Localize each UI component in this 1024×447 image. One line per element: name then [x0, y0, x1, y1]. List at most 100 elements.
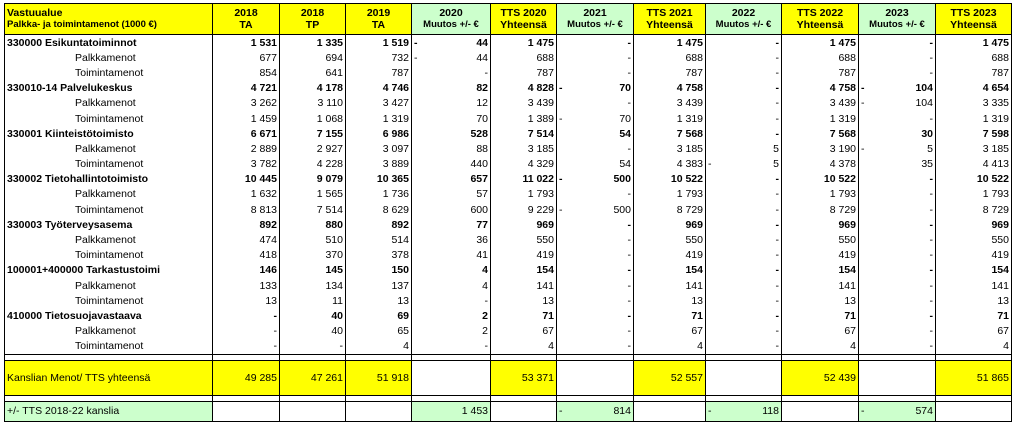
signed-value: - 104	[861, 81, 933, 95]
row-value: -	[858, 308, 936, 324]
row-value: -	[705, 171, 782, 187]
table-row: Toimintamenot 8 813 7 514 8 629 600 9 229-500…	[4, 202, 1012, 218]
row-value: 418	[212, 247, 280, 263]
row-value: -	[705, 262, 782, 278]
table-row: Palkkamenot 133 134 137 4 141-141-141-141	[4, 278, 1012, 294]
spacer-cell	[935, 354, 1012, 361]
row-value: 1 068	[279, 110, 346, 127]
row-value: 71	[935, 308, 1012, 324]
difference-value: - 814	[556, 400, 634, 422]
row-value: -	[705, 80, 782, 96]
value: 118	[762, 405, 779, 418]
total-value	[705, 359, 782, 396]
table-row: Toimintamenot 1 459 1 068 1 319 70 1 389-70 1 …	[4, 110, 1012, 127]
group-row: 330002 Tietohallintotoimisto 10 445 9 079 1…	[4, 171, 1012, 187]
row-value: 41	[411, 247, 491, 263]
row-value: 969	[490, 217, 557, 233]
row-value: 1 389	[490, 110, 557, 127]
difference-value	[935, 400, 1012, 422]
row-value: -	[705, 338, 782, 355]
value: 104	[915, 82, 933, 95]
row-value: 71	[633, 308, 706, 324]
row-value: 880	[279, 217, 346, 233]
header-label-cell: Vastuualue Palkka- ja toimintamenot (100…	[4, 3, 213, 35]
row-value: -	[705, 247, 782, 263]
col-header-8: TTS 2022 Yhteensä	[781, 3, 859, 35]
row-value: 77	[411, 217, 491, 233]
row-value: 4 654	[935, 80, 1012, 96]
col-header-9: 2023 Muutos +/- €	[858, 3, 936, 35]
value: 70	[619, 82, 631, 95]
row-value: 133	[212, 278, 280, 294]
row-value: 787	[490, 65, 557, 81]
col-header-5-line2: Muutos +/- €	[567, 19, 623, 30]
row-value: 6 986	[345, 126, 412, 142]
row-value: 82	[411, 80, 491, 96]
col-header-6: TTS 2021 Yhteensä	[633, 3, 706, 35]
row-value: -	[411, 293, 491, 309]
row-name: Toimintamenot	[4, 202, 213, 218]
row-value: 3 782	[212, 156, 280, 172]
row-value: -	[705, 95, 782, 111]
col-header-9-line1: 2023	[885, 7, 909, 19]
row-value: 9 229	[490, 202, 557, 218]
col-header-6-line2: Yhteensä	[646, 19, 693, 31]
row-value: 3 185	[490, 141, 557, 157]
row-value: 550	[490, 232, 557, 248]
value: 5	[773, 158, 779, 171]
row-value: 7 155	[279, 126, 346, 142]
minus-sign: -	[559, 203, 563, 216]
row-value: 11 022	[490, 171, 557, 187]
row-value: 3 439	[781, 95, 859, 111]
difference-value: 1 453	[411, 400, 491, 422]
row-value: 688	[490, 50, 557, 66]
col-header-1-line2: TP	[305, 19, 320, 31]
row-value: -	[556, 247, 634, 263]
row-name: Toimintamenot	[4, 247, 213, 263]
row-value: 1 319	[345, 110, 412, 127]
group-row: 330001 Kiinteistötoimisto 6 671 7 155 6 986…	[4, 126, 1012, 142]
row-value: 600	[411, 202, 491, 218]
row-value: 3 427	[345, 95, 412, 111]
row-value: 6 671	[212, 126, 280, 142]
row-value: 4 378	[781, 156, 859, 172]
row-value: 4	[411, 278, 491, 294]
row-value: -	[556, 95, 634, 111]
row-value: -	[556, 293, 634, 309]
row-value: 10 522	[781, 171, 859, 187]
col-header-2: 2019 TA	[345, 3, 412, 35]
row-value: 787	[781, 65, 859, 81]
value: 574	[915, 405, 933, 418]
row-value: -	[858, 186, 936, 203]
col-header-1-line1: 2018	[300, 7, 325, 19]
row-value: 2	[411, 308, 491, 324]
row-value: 4 383	[633, 156, 706, 172]
row-name: Toimintamenot	[4, 338, 213, 355]
signed-value: - 70	[559, 81, 631, 95]
minus-sign: -	[861, 142, 865, 155]
row-value: 732	[345, 50, 412, 66]
row-value: 10 445	[212, 171, 280, 187]
row-name: Palkkamenot	[4, 141, 213, 157]
row-value: 1 475	[935, 34, 1012, 51]
row-value: 419	[935, 247, 1012, 263]
row-value: 3 185	[633, 141, 706, 157]
row-value: 787	[633, 65, 706, 81]
group-row: 330003 Työterveysasema 892 880 892 77 969-969…	[4, 217, 1012, 233]
row-value: 550	[633, 232, 706, 248]
row-value: -	[858, 262, 936, 278]
group-row: 100001+400000 Tarkastustoimi 146 145 150 4 15…	[4, 262, 1012, 278]
signed-value: - 574	[861, 405, 933, 417]
row-value: 1 475	[781, 34, 859, 51]
total-value	[858, 359, 936, 396]
row-name: 330002 Tietohallintotoimisto	[4, 171, 213, 187]
value: 44	[476, 36, 488, 49]
row-value: -	[858, 217, 936, 233]
row-value: -	[858, 110, 936, 127]
difference-value	[781, 400, 859, 422]
row-value: 8 629	[345, 202, 412, 218]
row-value: 13	[345, 293, 412, 309]
row-value: - 70	[556, 80, 634, 96]
row-value: 787	[935, 65, 1012, 81]
row-value: 8 813	[212, 202, 280, 218]
